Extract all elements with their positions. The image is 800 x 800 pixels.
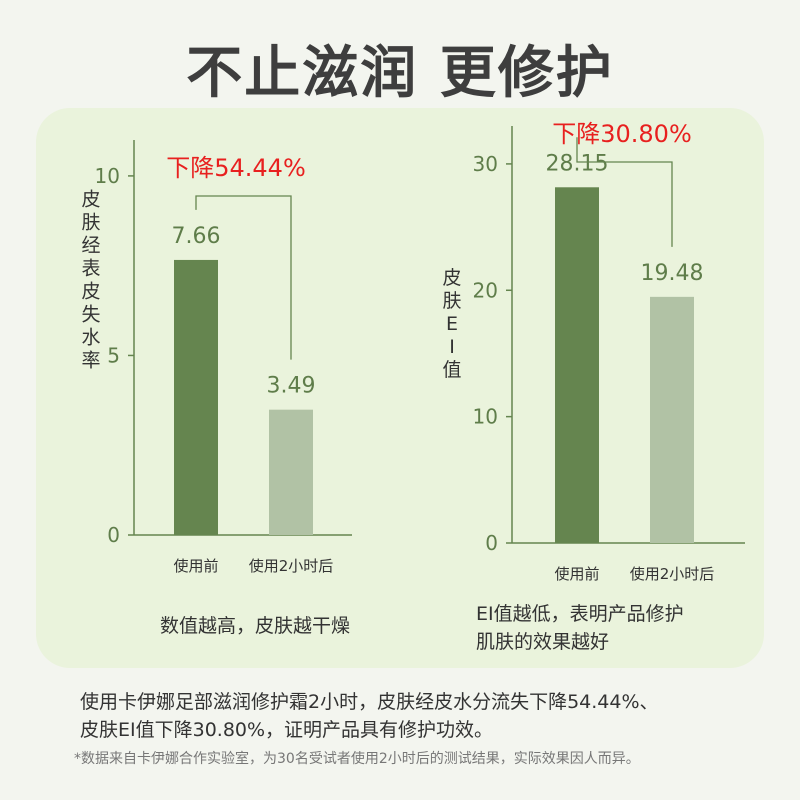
y-tick-label: 5 — [107, 343, 120, 367]
y-tick-label: 10 — [473, 405, 498, 429]
summary-line2: 皮肤EI值下降30.80%，证明产品具有修护功效。 — [80, 719, 494, 741]
bar-after — [269, 409, 313, 535]
footnote: *数据来自卡伊娜合作实验室，为30名受试者使用2小时后的测试结果，实际效果因人而… — [74, 751, 640, 767]
y-axis-label-char: 值 — [442, 359, 461, 381]
caption-left: 数值越高，皮肤越干燥 — [159, 615, 350, 637]
y-axis-label-char: 皮 — [442, 267, 461, 289]
bar-before — [555, 187, 599, 543]
category-label-before: 使用前 — [554, 565, 599, 583]
summary-line1: 使用卡伊娜足部滋润修护霜2小时，皮肤经皮水分流失下降54.44%、 — [80, 691, 659, 713]
y-axis-label-char: 肤 — [81, 212, 100, 234]
decrease-bracket — [576, 137, 673, 247]
y-tick-label: 20 — [473, 278, 498, 302]
bar-after — [650, 296, 694, 543]
y-axis-label: 皮肤 E I 值 — [442, 267, 461, 381]
y-axis-label-char: 率 — [81, 350, 100, 372]
y-axis-label-char: E — [446, 313, 458, 335]
caption-right-line2: 肌肤的效果越好 — [476, 631, 610, 653]
caption-right: EI值越低，表明产品修护 肌肤的效果越好 — [476, 600, 726, 656]
caption-right-line1: EI值越低，表明产品修护 — [476, 603, 684, 625]
y-axis-label-char: 肤 — [442, 290, 461, 312]
value-label-before: 7.66 — [172, 224, 221, 249]
bar-before — [174, 259, 218, 535]
y-axis-label-char: 经 — [81, 235, 100, 257]
y-tick-label: 0 — [485, 531, 498, 555]
category-label-after: 使用2小时后 — [249, 557, 334, 575]
y-tick-label: 10 — [95, 164, 120, 188]
category-label-before: 使用前 — [173, 557, 218, 575]
value-label-after: 3.49 — [267, 374, 316, 399]
y-axis-label-char: 水 — [81, 327, 100, 349]
y-tick-label: 0 — [107, 523, 120, 547]
category-label-after: 使用2小时后 — [630, 565, 715, 583]
y-tick-label: 30 — [473, 152, 498, 176]
y-axis-label-char: 失 — [81, 304, 100, 326]
y-axis-label-char: 表 — [81, 258, 100, 280]
y-axis-label-char: 皮 — [81, 189, 100, 211]
decrease-bracket — [195, 195, 292, 360]
y-axis-label: 皮肤经表皮失水率 — [81, 189, 100, 372]
y-axis-label-char: I — [449, 336, 455, 358]
y-axis-label-char: 皮 — [81, 281, 100, 303]
decrease-annotation: 下降54.44% — [166, 154, 306, 182]
value-label-after: 19.48 — [641, 261, 704, 286]
summary-text: 使用卡伊娜足部滋润修护霜2小时，皮肤经皮水分流失下降54.44%、 皮肤EI值下… — [80, 688, 760, 744]
decrease-annotation: 下降30.80% — [552, 120, 692, 148]
page-title: 不止滋润 更修护 — [186, 41, 614, 106]
